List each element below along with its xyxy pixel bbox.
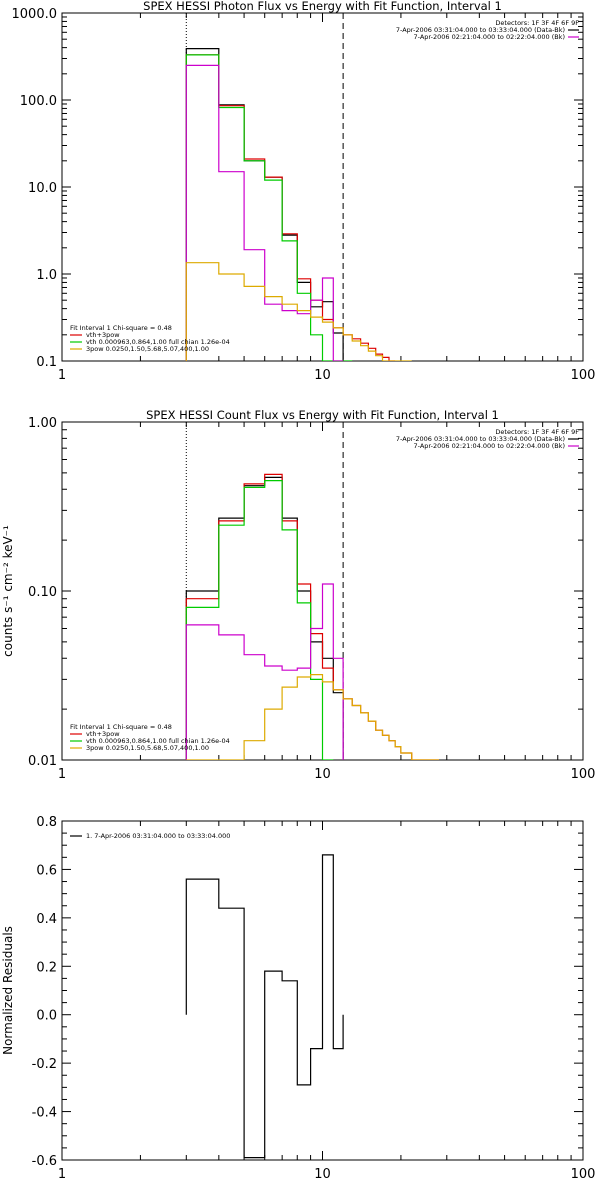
y-tick-label: 0.2 bbox=[36, 960, 57, 975]
y-tick-label: -0.2 bbox=[32, 1057, 57, 1072]
y-tick-label: 0.4 bbox=[36, 912, 57, 927]
y-tick-label: -0.6 bbox=[32, 1154, 57, 1169]
y-tick-label: 0.01 bbox=[28, 754, 57, 769]
y-tick-label: 0.1 bbox=[36, 355, 57, 370]
fit-legend-header: Fit Interval 1 Chi-square = 0.48 bbox=[70, 324, 172, 332]
y-tick-label: 10.0 bbox=[28, 181, 57, 196]
series-line-2 bbox=[185, 473, 439, 760]
series-layer bbox=[185, 48, 412, 361]
series-line-1 bbox=[185, 854, 344, 1159]
series-layer bbox=[185, 854, 344, 1159]
series-line-1 bbox=[185, 48, 344, 361]
legend-entry-label: 7-Apr-2006 02:21:04.000 to 02:22:04.000 … bbox=[414, 33, 565, 41]
y-tick-label: 100.0 bbox=[20, 94, 57, 109]
series-line-1 bbox=[185, 476, 344, 760]
panel-1: SPEX HESSI Photon Flux vs Energy with Fi… bbox=[12, 0, 596, 383]
y-tick-label: 0.6 bbox=[36, 863, 57, 878]
series-line-2 bbox=[185, 54, 396, 361]
legend-label: 1. 7-Apr-2006 03:31:04.000 to 03:33:04.0… bbox=[86, 832, 230, 840]
series-line-5 bbox=[186, 674, 439, 760]
y-axis-label: counts s⁻¹ cm⁻² keV⁻¹ bbox=[1, 525, 15, 657]
series-line-4 bbox=[185, 583, 344, 760]
panel-3: 1 10 100 -0.6 -0.4 -0.2 0.0 0.2 0.4 0.6 0.8 Normali… bbox=[1, 815, 595, 1182]
x-tick-label: 1 bbox=[58, 368, 66, 383]
y-tick-label: 0.0 bbox=[36, 1009, 57, 1024]
x-tick-label: 10 bbox=[314, 1167, 331, 1182]
x-tick-label: 10 bbox=[314, 767, 331, 782]
y-tick-label: 0.10 bbox=[28, 585, 57, 600]
y-tick-label: 1000.0 bbox=[12, 7, 58, 22]
series-layer bbox=[185, 473, 439, 760]
fit-legend-label: vth+3pow bbox=[86, 331, 120, 339]
x-tick-label: 100 bbox=[571, 1167, 596, 1182]
y-tick-label: 1.0 bbox=[36, 268, 57, 283]
series-line-5 bbox=[185, 262, 412, 361]
x-tick-label: 100 bbox=[571, 368, 596, 383]
series-line-3 bbox=[185, 54, 353, 361]
legend-header: Detectors: 1F 3F 4F 6F 9F bbox=[495, 428, 579, 436]
legend-entry-label: 7-Apr-2006 03:31:04.000 to 03:33:04.000 … bbox=[396, 435, 565, 443]
y-tick-label: -0.4 bbox=[32, 1106, 57, 1121]
x-tick-label: 10 bbox=[314, 368, 331, 383]
fit-legend-label: vth 0.000963,0.864,1.00 full chian 1.26e… bbox=[86, 737, 230, 745]
legend-entry-label: 7-Apr-2006 02:21:04.000 to 02:22:04.000 … bbox=[414, 442, 565, 450]
panel-2: SPEX HESSI Count Flux vs Energy with Fit… bbox=[1, 408, 595, 782]
legend-entry-label: 7-Apr-2006 03:31:04.000 to 03:33:04.000 … bbox=[396, 26, 565, 34]
fit-legend-label: 3pow 0.0250,1.50,5.68,5.07,400,1.00 bbox=[86, 345, 209, 353]
chart-title: SPEX HESSI Count Flux vs Energy with Fit… bbox=[146, 408, 499, 422]
fit-legend-label: vth 0.000963,0.864,1.00 full chian 1.26e… bbox=[86, 338, 230, 346]
series-line-4 bbox=[185, 64, 344, 361]
y-axis-label: Normalized Residuals bbox=[1, 926, 15, 1055]
x-tick-label: 1 bbox=[58, 767, 66, 782]
chart-title: SPEX HESSI Photon Flux vs Energy with Fi… bbox=[143, 0, 502, 13]
legend-header: Detectors: 1F 3F 4F 6F 9F bbox=[495, 19, 579, 27]
fit-legend-label: 3pow 0.0250,1.50,5.68,5.07,400,1.00 bbox=[86, 744, 209, 752]
x-tick-label: 100 bbox=[571, 767, 596, 782]
fit-legend-label: vth+3pow bbox=[86, 730, 120, 738]
y-tick-label: 0.8 bbox=[36, 815, 57, 830]
series-line-3 bbox=[185, 480, 334, 760]
x-tick-label: 1 bbox=[58, 1167, 66, 1182]
fit-legend-header: Fit Interval 1 Chi-square = 0.48 bbox=[70, 723, 172, 731]
y-tick-label: 1.00 bbox=[28, 416, 57, 431]
